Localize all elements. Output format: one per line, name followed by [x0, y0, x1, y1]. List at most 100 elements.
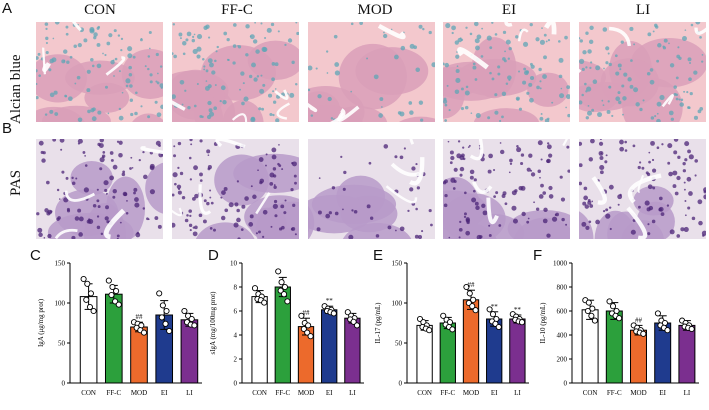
panel-letter-e: E: [373, 247, 384, 264]
column-header-mod: MOD: [357, 2, 393, 18]
bar-mod: [630, 329, 647, 384]
data-point: [166, 327, 173, 335]
data-point: [87, 290, 94, 297]
x-tick-label: MOD: [463, 389, 479, 397]
data-point: [606, 298, 613, 305]
micrograph-alcian-mod: [308, 22, 435, 122]
data-point: [275, 268, 282, 275]
bar-li: [678, 324, 696, 384]
data-point: [105, 277, 112, 284]
micrograph-pas-ff-c: [172, 139, 299, 239]
y-axis-label: IL-17 (pg/mL): [374, 302, 382, 344]
data-point: [284, 298, 291, 305]
data-point: [113, 287, 120, 295]
micrograph-pas-con: [36, 139, 163, 239]
data-point: [300, 325, 307, 333]
data-point: [353, 322, 361, 329]
x-tick-label: FF-C: [607, 389, 622, 397]
significance-label: ##: [136, 313, 144, 321]
row-label-alcian-blue: Alcian blue: [8, 54, 24, 124]
data-point: [159, 302, 166, 309]
bar-ei: [321, 309, 338, 384]
data-point: [440, 312, 447, 319]
y-tick-label: 0: [564, 380, 568, 388]
y-tick-label: 200: [557, 356, 568, 364]
data-point: [469, 303, 476, 310]
data-point: [305, 322, 312, 329]
x-tick-label: FF-C: [106, 389, 121, 397]
y-tick-label: 10: [230, 260, 238, 268]
significance-label: ##: [468, 281, 476, 289]
data-point: [654, 310, 661, 317]
x-tick-label: EI: [491, 389, 498, 397]
micrograph-alcian-con: [36, 22, 163, 122]
y-tick-label: 8: [234, 284, 238, 292]
bar-li: [509, 318, 526, 384]
data-point: [84, 280, 91, 287]
y-axis-label: IL-10 (pg/mL): [539, 302, 547, 344]
data-point: [588, 312, 595, 319]
bar-ff-c: [605, 310, 623, 384]
data-point: [449, 326, 456, 333]
data-point: [158, 314, 165, 321]
data-point: [162, 320, 169, 327]
data-point: [251, 285, 259, 292]
data-point: [350, 318, 357, 325]
y-tick-label: 0: [234, 380, 238, 388]
data-point: [466, 290, 473, 297]
chart-siga: 0 2 4 6 8 10 sIgA (mg/100mg prot) CON FF-C ## MOD *…: [209, 260, 364, 397]
data-point: [486, 306, 493, 313]
panel-letter-d: D: [208, 247, 219, 264]
micrograph-alcian-ff-c: [172, 22, 299, 122]
x-tick-label: CON: [583, 389, 598, 397]
data-point: [140, 329, 148, 336]
panel-letter-b: B: [2, 120, 13, 137]
micrograph-alcian-ei: [443, 22, 570, 122]
y-tick-label: 150: [55, 260, 66, 268]
y-axis-label: IgA (μg/mg prot): [37, 298, 45, 347]
data-point: [426, 327, 433, 334]
data-point: [90, 307, 97, 315]
data-point: [278, 279, 285, 286]
y-tick-label: 50: [58, 340, 66, 348]
data-point: [609, 303, 617, 310]
data-point: [489, 311, 497, 318]
y-tick-label: 400: [557, 332, 568, 340]
data-point: [585, 299, 592, 306]
bar-con: [416, 324, 433, 384]
y-tick-label: 1000: [553, 260, 568, 268]
y-axis-label: sIgA (mg/100mg prot): [209, 291, 217, 355]
data-point: [261, 299, 268, 306]
panel-letter-a: A: [2, 0, 13, 17]
data-point: [616, 315, 623, 322]
data-point: [495, 323, 502, 331]
significance-label: **: [514, 306, 522, 314]
x-tick-label: CON: [417, 389, 432, 397]
micrograph-pas-ei: [443, 139, 570, 239]
data-point: [191, 322, 198, 329]
micrograph-alcian-li: [579, 22, 706, 122]
data-point: [156, 290, 163, 297]
data-point: [463, 283, 470, 291]
y-tick-label: 150: [392, 260, 403, 268]
chart-il10: 0 200 400 600 800 1000 IL-10 (pg/mL) CON FF-C ## M…: [539, 260, 699, 397]
data-point: [277, 287, 284, 294]
significance-label: ##: [303, 309, 311, 317]
data-point: [280, 291, 288, 298]
x-tick-label: LI: [186, 389, 193, 397]
significance-label: ##: [635, 316, 643, 324]
x-tick-label: EI: [326, 389, 333, 397]
data-point: [470, 296, 477, 303]
x-tick-label: LI: [684, 389, 691, 397]
data-point: [115, 301, 122, 308]
column-header-li: LI: [635, 2, 651, 18]
x-tick-label: MOD: [298, 389, 314, 397]
micrograph-pas-mod: [308, 139, 435, 239]
data-point: [640, 330, 647, 337]
data-point: [304, 329, 311, 336]
data-point: [591, 317, 598, 324]
x-tick-label: FF-C: [275, 389, 290, 397]
bar-con: [251, 296, 268, 384]
data-point: [86, 303, 93, 311]
panel-letter-f: F: [533, 247, 543, 264]
